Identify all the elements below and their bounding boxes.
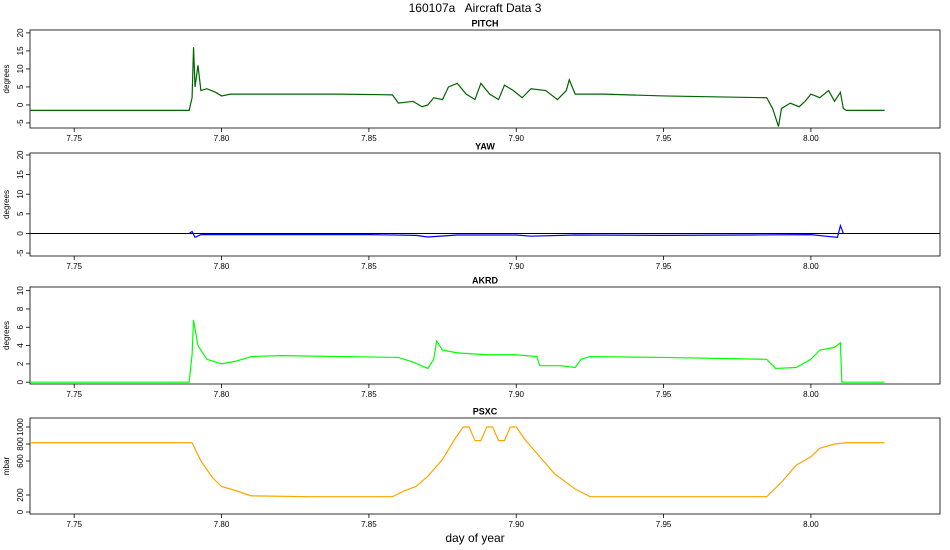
x-tick-label: 7.75	[66, 390, 82, 399]
x-axis-label: day of year	[445, 531, 504, 545]
y-tick-label: -5	[16, 249, 25, 257]
x-tick-label: 7.95	[656, 262, 672, 271]
y-tick-label: 600	[16, 454, 25, 468]
y-tick-label: 0	[16, 379, 25, 384]
y-tick-label: 8	[16, 306, 25, 311]
plot-frame	[29, 286, 941, 385]
x-tick-label: 7.90	[508, 134, 524, 143]
page-title: 160107a Aircraft Data 3	[409, 1, 542, 15]
x-tick-label: 8.00	[803, 262, 819, 271]
plot-frame	[29, 29, 941, 129]
x-tick-label: 7.75	[66, 262, 82, 271]
y-tick-label: 1000	[16, 418, 25, 436]
panel-title: PSXC	[473, 406, 498, 416]
y-tick-label: 20	[16, 150, 25, 159]
y-axis-label: degrees	[2, 321, 11, 350]
y-tick-label: 10	[16, 189, 25, 198]
x-tick-label: 7.80	[214, 262, 230, 271]
y-tick-label: 20	[16, 28, 25, 37]
y-tick-label: 5	[16, 84, 25, 89]
y-tick-label: 200	[16, 488, 25, 502]
y-axis-label: mbar	[2, 457, 11, 476]
y-tick-label: 6	[16, 324, 25, 329]
y-tick-label: 5	[16, 211, 25, 216]
x-tick-label: 7.80	[214, 520, 230, 529]
y-tick-label: 4	[16, 343, 25, 348]
y-tick-label: 0	[16, 102, 25, 107]
y-tick-label: 10	[16, 286, 25, 295]
x-tick-label: 7.90	[508, 520, 524, 529]
x-tick-label: 8.00	[803, 520, 819, 529]
plot-frame	[29, 152, 941, 257]
x-tick-label: 7.85	[361, 134, 377, 143]
y-tick-label: 15	[16, 46, 25, 55]
data-line	[30, 319, 885, 383]
y-tick-label: -5	[16, 119, 25, 127]
x-tick-label: 7.90	[508, 262, 524, 271]
y-axis-label: degrees	[2, 65, 11, 94]
x-tick-label: 8.00	[803, 390, 819, 399]
plot-frame	[29, 417, 941, 515]
x-tick-label: 7.95	[656, 134, 672, 143]
panel-title: YAW	[475, 141, 495, 151]
x-tick-label: 7.90	[508, 390, 524, 399]
panel-title: AKRD	[472, 275, 498, 285]
x-tick-label: 7.80	[214, 390, 230, 399]
x-tick-label: 7.80	[214, 134, 230, 143]
y-axis-label: degrees	[2, 190, 11, 219]
x-tick-label: 8.00	[803, 134, 819, 143]
x-tick-label: 7.75	[66, 520, 82, 529]
y-tick-label: 0	[16, 509, 25, 514]
x-tick-label: 7.85	[361, 390, 377, 399]
x-tick-label: 7.75	[66, 134, 82, 143]
x-tick-label: 7.95	[656, 390, 672, 399]
y-tick-label: 10	[16, 64, 25, 73]
y-tick-label: 800	[16, 437, 25, 451]
y-tick-label: 2	[16, 361, 25, 366]
y-tick-label: 0	[16, 231, 25, 236]
data-line	[188, 223, 844, 239]
data-line	[30, 47, 885, 127]
data-line	[30, 426, 885, 498]
panel-title: PITCH	[472, 18, 499, 28]
x-tick-label: 7.95	[656, 520, 672, 529]
x-tick-label: 7.85	[361, 520, 377, 529]
x-tick-label: 7.85	[361, 262, 377, 271]
y-tick-label: 15	[16, 170, 25, 179]
